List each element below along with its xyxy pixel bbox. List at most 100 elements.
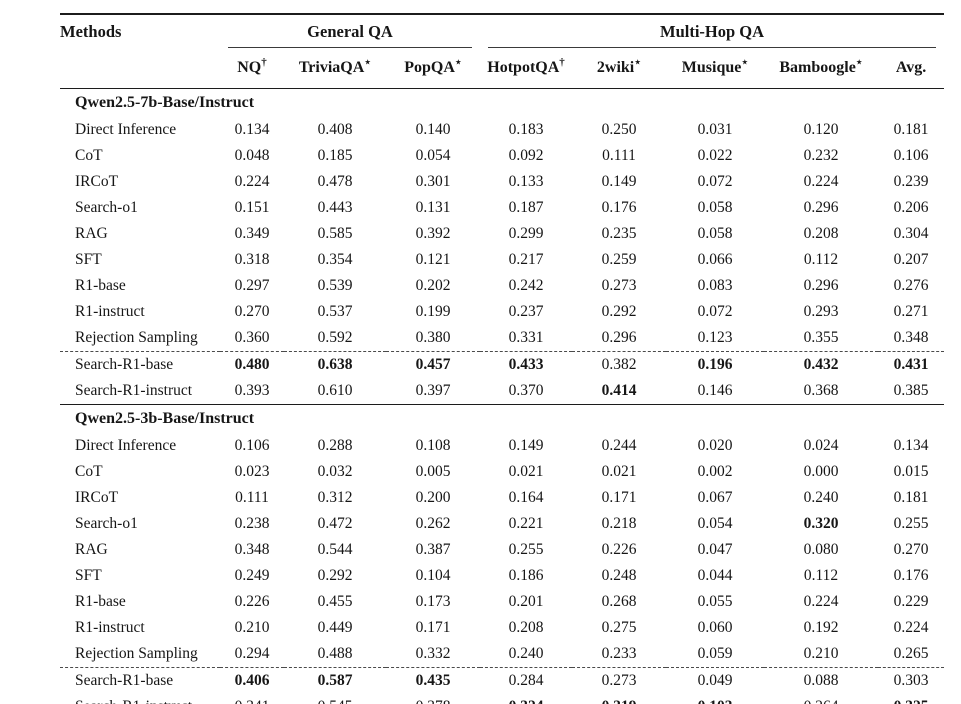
- method-cell: IRCoT: [75, 173, 119, 190]
- method-cell: Rejection Sampling: [75, 329, 198, 346]
- value-cell: 0.297: [234, 277, 270, 294]
- value-cell: 0.319: [572, 694, 666, 704]
- value-cell: 0.270: [234, 303, 270, 320]
- method-cell: Rejection Sampling: [75, 645, 198, 662]
- table-row-rag: RAG 0.349 0.585 0.392 0.299 0.235 0.058 0.208 0.…: [60, 221, 944, 247]
- column-header-sup: ⋆: [634, 56, 642, 69]
- value-cell: 0.349: [234, 225, 270, 242]
- value-cell: 0.181: [893, 489, 929, 506]
- value-cell: 0.249: [234, 567, 270, 584]
- value-cell: 0.173: [415, 593, 451, 610]
- value-cell: 0.408: [317, 121, 353, 138]
- table-row-r1-base: R1-base 0.297 0.539 0.202 0.242 0.273 0.083 0.2…: [60, 273, 944, 299]
- column-header-sup: ⋆: [741, 56, 749, 69]
- value-cell: 0.296: [601, 329, 637, 346]
- column-header-sup: †: [261, 56, 267, 69]
- methods-subheader-spacer: [60, 48, 220, 89]
- value-cell: 0.024: [803, 437, 839, 454]
- value-cell: 0.067: [697, 489, 733, 506]
- table-row-cot: CoT 0.048 0.185 0.054 0.092 0.111 0.022 0.232 0.…: [60, 143, 944, 169]
- value-cell: 0.058: [697, 225, 733, 242]
- method-cell: R1-base: [75, 277, 126, 294]
- value-cell: 0.217: [508, 251, 544, 268]
- column-header-hotpotqa: HotpotQA†: [480, 48, 573, 89]
- value-cell: 0.239: [893, 173, 929, 190]
- value-cell: 0.276: [893, 277, 929, 294]
- value-cell: 0.032: [317, 463, 353, 480]
- value-cell: 0.005: [415, 463, 451, 480]
- value-cell: 0.292: [317, 567, 353, 584]
- value-cell: 0.268: [601, 593, 637, 610]
- table-row-search-r1-instruct: Search-R1-instruct 0.393 0.610 0.397 0.370 0.…: [60, 378, 944, 405]
- value-cell: 0.066: [697, 251, 733, 268]
- value-cell: 0.331: [508, 329, 544, 346]
- column-header-avg: Avg.: [878, 48, 945, 89]
- column-header-sup: ⋆: [855, 56, 863, 69]
- method-cell: Direct Inference: [75, 437, 177, 454]
- method-cell: R1-instruct: [75, 303, 145, 320]
- value-cell: 0.240: [803, 489, 839, 506]
- methods-header: Methods: [60, 21, 122, 41]
- value-cell: 0.048: [234, 147, 270, 164]
- value-cell: 0.273: [601, 277, 637, 294]
- value-cell: 0.015: [893, 463, 929, 480]
- method-cell: R1-instruct: [75, 619, 145, 636]
- table-row-search-r1-instruct: Search-R1-instruct0.3410.5450.3780.3240.…: [60, 694, 944, 704]
- value-cell: 0.149: [601, 173, 637, 190]
- value-cell: 0.270: [893, 541, 929, 558]
- group-header-row: Methods General QA Multi-Hop QA: [60, 14, 944, 48]
- value-cell: 0.431: [878, 351, 945, 378]
- value-cell: 0.022: [697, 147, 733, 164]
- value-cell: 0.187: [508, 199, 544, 216]
- value-cell: 0.296: [803, 199, 839, 216]
- value-cell: 0.151: [234, 199, 270, 216]
- value-cell: 0.072: [697, 303, 733, 320]
- results-table: Methods General QA Multi-Hop QA NQ† Trivi…: [60, 13, 945, 704]
- column-header-sup: ⋆: [364, 56, 372, 69]
- column-header-sup: ⋆: [454, 56, 462, 69]
- value-cell: 0.449: [317, 619, 353, 636]
- value-cell: 0.385: [893, 382, 929, 399]
- value-cell: 0.103: [666, 694, 764, 704]
- value-cell: 0.140: [415, 121, 451, 138]
- table-row-ircot: IRCoT 0.111 0.312 0.200 0.164 0.171 0.067 0.240…: [60, 485, 944, 511]
- value-cell: 0.111: [602, 147, 636, 164]
- method-cell: CoT: [75, 147, 103, 164]
- value-cell: 0.392: [415, 225, 451, 242]
- value-cell: 0.387: [415, 541, 451, 558]
- table-row-search-o1: Search-o1 0.151 0.443 0.131 0.187 0.176 0.058 0…: [60, 195, 944, 221]
- value-cell: 0.592: [317, 329, 353, 346]
- value-cell: 0.294: [234, 645, 270, 662]
- value-cell: 0.324: [480, 694, 572, 704]
- value-cell: 0.368: [803, 382, 839, 399]
- value-cell: 0.224: [234, 173, 270, 190]
- value-cell: 0.238: [234, 515, 270, 532]
- value-cell: 0.248: [601, 567, 637, 584]
- value-cell: 0.433: [480, 351, 573, 378]
- table-row-rag: RAG 0.348 0.544 0.387 0.255 0.226 0.047 0.080 0.…: [60, 537, 944, 563]
- value-cell: 0.348: [893, 329, 929, 346]
- value-cell: 0.047: [697, 541, 733, 558]
- value-cell: 0.233: [601, 645, 637, 662]
- section-header-row-qwen2-5-7b-base-instruct: Qwen2.5-7b-Base/Instruct: [60, 89, 944, 118]
- value-cell: 0.299: [508, 225, 544, 242]
- table-row-ircot: IRCoT 0.224 0.478 0.301 0.133 0.149 0.072 0.224…: [60, 169, 944, 195]
- value-cell: 0.320: [803, 515, 839, 532]
- value-cell: 0.023: [234, 463, 270, 480]
- value-cell: 0.244: [601, 437, 637, 454]
- value-cell: 0.210: [234, 619, 270, 636]
- value-cell: 0.104: [415, 567, 451, 584]
- value-cell: 0.312: [317, 489, 353, 506]
- value-cell: 0.393: [234, 382, 270, 399]
- section-title: Qwen2.5-3b-Base/Instruct: [60, 404, 945, 433]
- value-cell: 0.208: [508, 619, 544, 636]
- value-cell: 0.134: [893, 437, 929, 454]
- value-cell: 0.002: [697, 463, 733, 480]
- value-cell: 0.146: [697, 382, 733, 399]
- column-header-musique: Musique⋆: [666, 48, 765, 89]
- value-cell: 0.133: [508, 173, 544, 190]
- value-cell: 0.021: [508, 463, 544, 480]
- value-cell: 0.397: [415, 382, 451, 399]
- table-row-direct-inference: Direct Inference 0.106 0.288 0.108 0.149 0.24…: [60, 433, 944, 459]
- value-cell: 0.123: [697, 329, 733, 346]
